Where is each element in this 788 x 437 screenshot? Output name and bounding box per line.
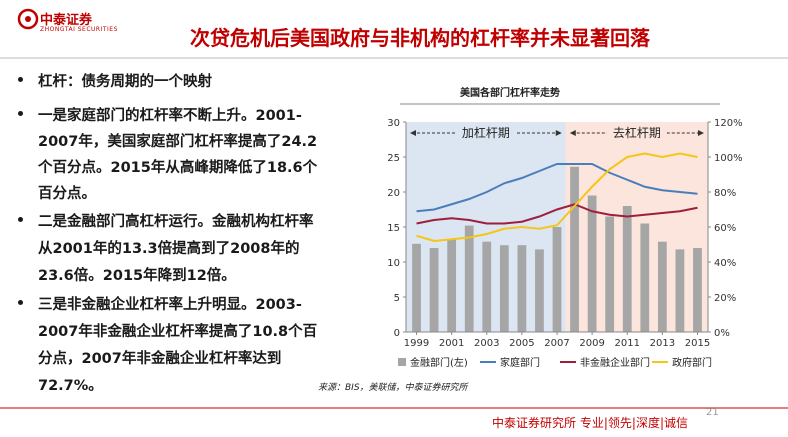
y-tick-label: 30: [387, 118, 400, 129]
legend-label: 家庭部门: [500, 356, 540, 369]
bar: [587, 195, 597, 332]
bullet-dot: [18, 217, 23, 222]
x-tick-label: 2003: [474, 338, 499, 349]
legend-swatch: [398, 358, 406, 366]
logo-dot: [25, 16, 31, 22]
slide-title: 次贷危机后美国政府与非机构的杠杆率并未显著回落: [190, 26, 650, 50]
y2-tick-label: 60%: [714, 223, 736, 234]
bullet-line: 一是家庭部门的杠杆率不断上升。2001-: [38, 108, 302, 124]
bar: [429, 248, 439, 332]
bullet-line: 2007年，美国家庭部门杠杆率提高了24.2: [38, 134, 318, 150]
bar: [464, 225, 474, 332]
y-tick-label: 0: [394, 328, 400, 339]
bar: [499, 245, 509, 332]
logo: 中泰证券: [40, 13, 93, 28]
y2-tick-label: 120%: [714, 118, 743, 129]
bullet-line: 百分点。: [38, 186, 96, 202]
bar: [570, 166, 579, 332]
line: [416, 152, 698, 243]
chart-title: 美国各部门杠杆率走势: [460, 86, 560, 99]
bar: [622, 206, 632, 332]
bar: [517, 245, 527, 332]
legend-label: 政府部门: [672, 356, 712, 369]
bar: [675, 249, 685, 332]
x-tick-label: 2007: [544, 338, 569, 349]
bar: [535, 249, 544, 332]
line: [416, 163, 698, 213]
y2-tick-label: 40%: [714, 258, 736, 269]
legend-label: 金融部门(左): [410, 356, 468, 369]
bar: [412, 243, 421, 332]
phase-label-bg: [606, 125, 667, 141]
logo-icon: [17, 8, 39, 30]
phase-label-bg: [455, 125, 516, 141]
bullet-line: 分点，2007年非金融企业杠杆率达到: [38, 351, 282, 367]
bullet-line: 2007年非金融企业杠杆率提高了10.8个百: [38, 324, 318, 340]
bar: [447, 238, 457, 332]
bullet-line: 杠杆：债务周期的一个映射: [38, 74, 212, 90]
bar: [640, 223, 650, 332]
bar: [482, 241, 492, 332]
y-tick-label: 20: [387, 188, 400, 199]
x-tick-label: 1999: [404, 338, 429, 349]
page-number: 21: [706, 407, 719, 418]
phase-label: 加杠杆期: [462, 125, 510, 140]
bullet-line: 从2001年的13.3倍提高到了2008年的: [38, 241, 300, 257]
bullet-line: 个百分点。2015年从高峰期降低了18.6个: [38, 160, 318, 176]
bullet-dot: [18, 300, 23, 305]
bar: [552, 227, 562, 332]
bullet-dot: [18, 77, 23, 82]
legend-label: 非金融企业部门: [580, 356, 650, 369]
y-tick-label: 15: [387, 223, 400, 234]
bar: [693, 248, 702, 332]
phase-band: [565, 122, 708, 332]
bar: [605, 216, 615, 332]
x-tick-label: 2005: [509, 338, 534, 349]
bullet-line: 二是金融部门高杠杆运行。金融机构杠杆率: [38, 214, 314, 230]
y2-tick-label: 20%: [714, 293, 736, 304]
x-tick-label: 2013: [650, 338, 675, 349]
line: [416, 203, 698, 225]
x-tick-label: 2015: [685, 338, 710, 349]
bar: [657, 241, 667, 332]
y-tick-label: 25: [387, 153, 400, 164]
y2-tick-label: 100%: [714, 153, 743, 164]
x-tick-label: 2001: [439, 338, 464, 349]
bullet-line: 23.6倍。2015年降到12倍。: [38, 268, 236, 284]
x-tick-label: 2011: [615, 338, 640, 349]
phase-label: 去杠杆期: [613, 125, 661, 140]
bullet-line: 72.7%。: [38, 378, 103, 394]
y-tick-label: 10: [387, 258, 400, 269]
footer-text: 中泰证券研究所 专业|领先|深度|诚信: [492, 416, 688, 430]
logo-sub: ZHONGTAI SECURITIES: [40, 26, 118, 33]
source: 来源：BIS，美联储，中泰证券研究所: [318, 382, 470, 393]
bullet-dot: [18, 111, 23, 116]
y-tick-label: 5: [394, 293, 400, 304]
bullet-line: 三是非金融企业杠杆率上升明显。2003-: [38, 297, 302, 313]
y2-tick-label: 0%: [714, 328, 730, 339]
x-tick-label: 2009: [579, 338, 604, 349]
y2-tick-label: 80%: [714, 188, 736, 199]
